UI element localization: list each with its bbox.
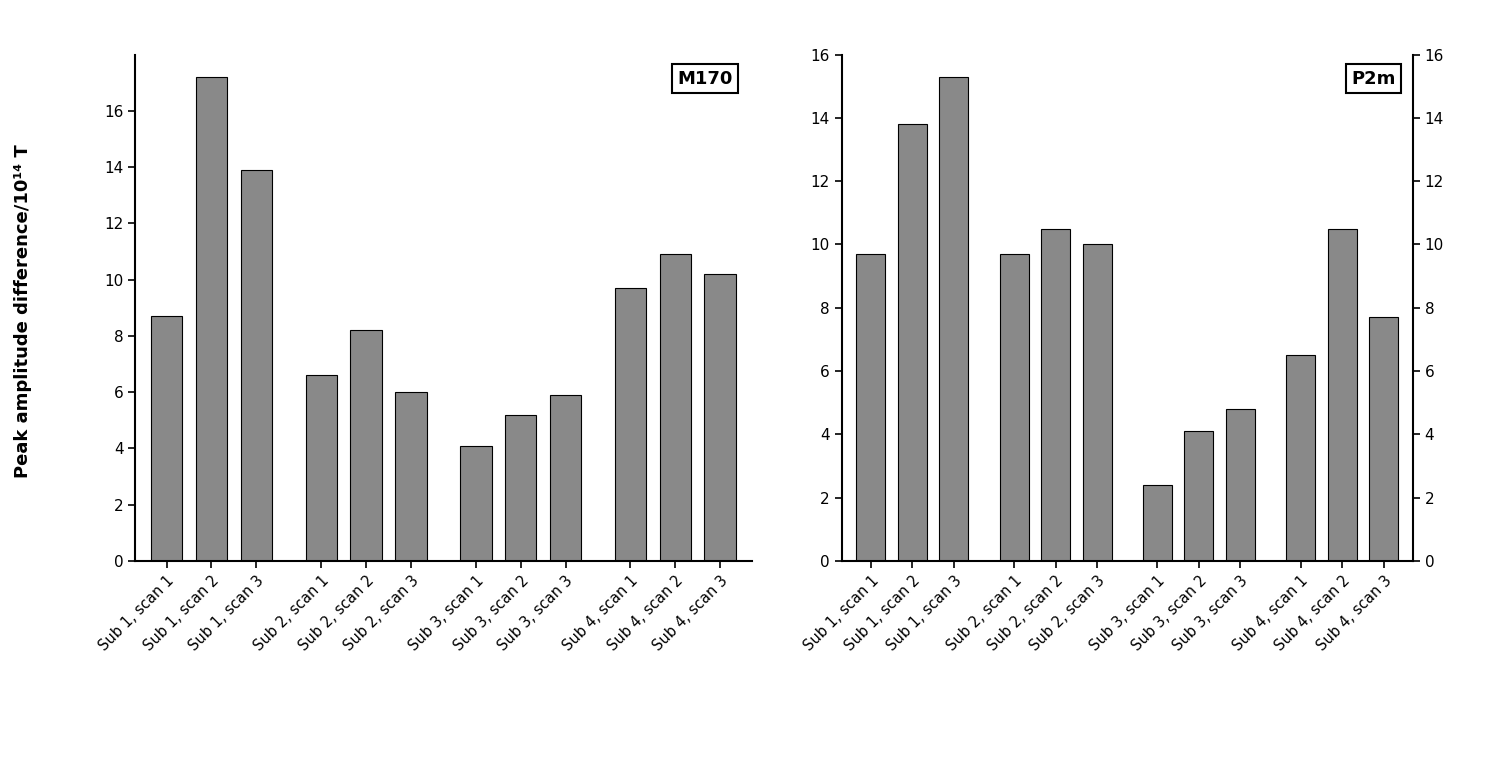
Bar <box>939 76 968 561</box>
Bar <box>1226 409 1255 561</box>
Bar <box>897 124 927 561</box>
Bar <box>1042 228 1070 561</box>
Bar <box>550 395 582 561</box>
Bar <box>1287 355 1315 561</box>
Bar <box>460 446 491 561</box>
Bar <box>615 288 646 561</box>
Bar <box>999 254 1028 561</box>
Bar <box>150 316 182 561</box>
Bar <box>660 254 691 561</box>
Bar <box>350 330 382 561</box>
Bar <box>240 170 272 561</box>
Bar <box>1327 228 1357 561</box>
Bar <box>395 392 427 561</box>
Bar <box>705 274 736 561</box>
Bar <box>857 254 885 561</box>
Bar <box>305 375 337 561</box>
Bar <box>195 77 227 561</box>
Text: P2m: P2m <box>1351 69 1396 88</box>
Bar <box>1184 431 1213 561</box>
Bar <box>505 414 537 561</box>
Text: Peak amplitude difference/10¹⁴ T: Peak amplitude difference/10¹⁴ T <box>14 145 32 478</box>
Bar <box>1142 485 1172 561</box>
Bar <box>1082 245 1112 561</box>
Text: M170: M170 <box>678 69 733 88</box>
Bar <box>1369 317 1398 561</box>
